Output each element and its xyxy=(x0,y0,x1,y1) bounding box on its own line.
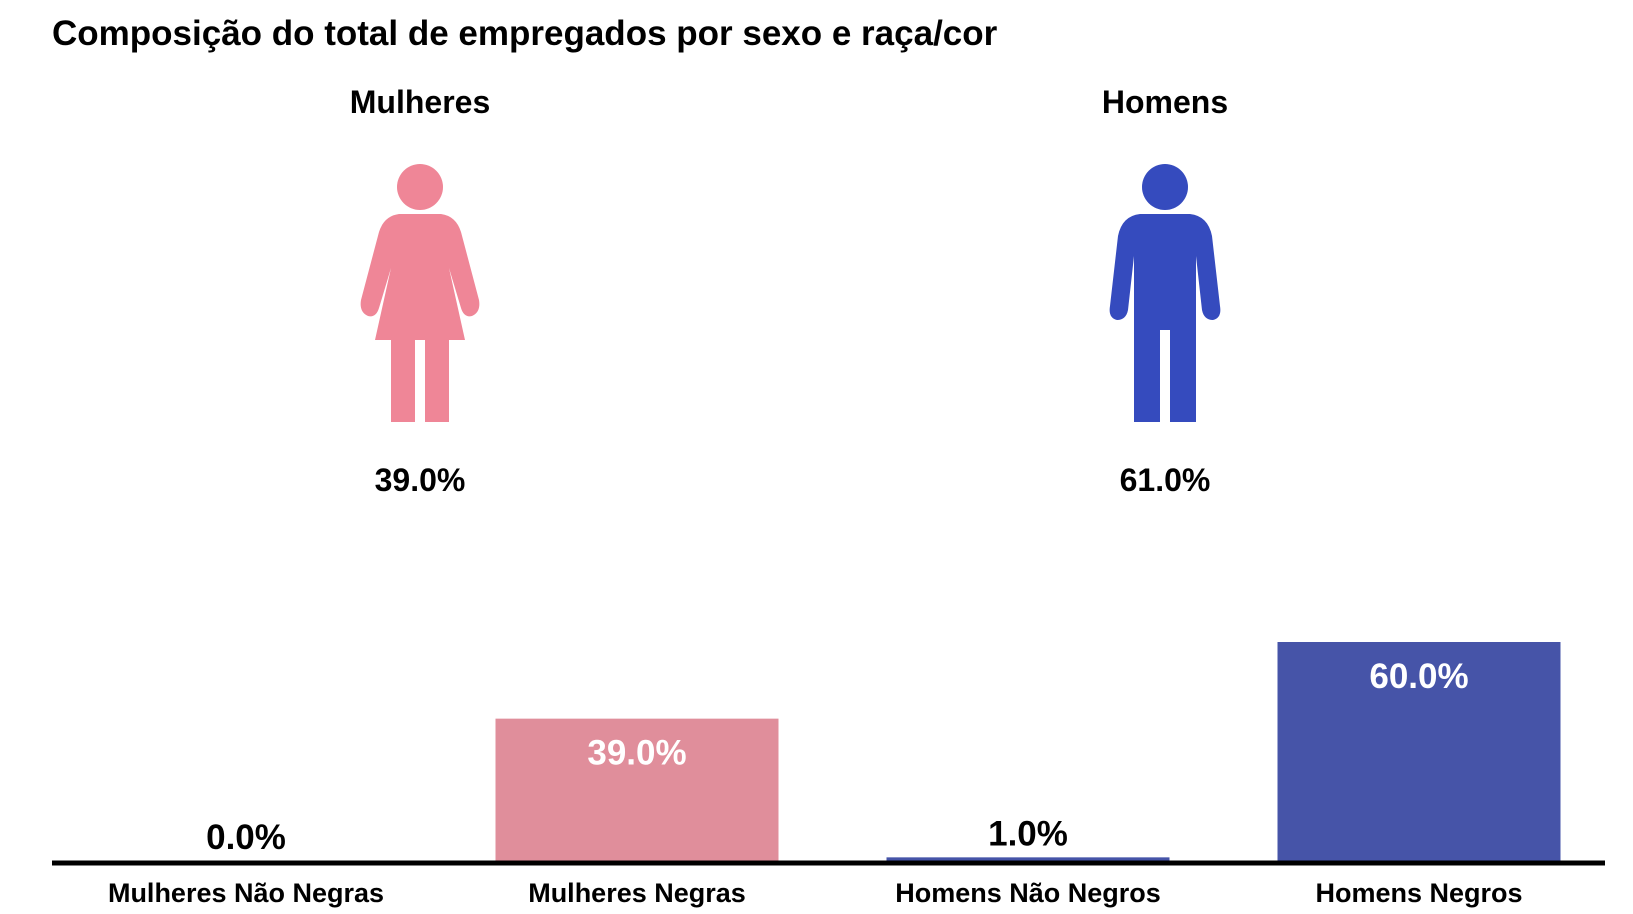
bar-2 xyxy=(495,718,779,861)
category-label-2: Mulheres Negras xyxy=(528,878,746,908)
bar-value-label-3: 1.0% xyxy=(988,814,1068,853)
women-group: Mulheres 39.0% xyxy=(220,80,620,499)
bar-value-label-2: 39.0% xyxy=(587,734,686,773)
women-label: Mulheres xyxy=(349,84,491,120)
men-label: Homens xyxy=(1101,84,1229,120)
men-group: Homens 61.0% xyxy=(965,80,1365,499)
bar-4 xyxy=(1277,642,1561,861)
chart-title: Composição do total de empregados por se… xyxy=(52,14,998,53)
bar-value-label-1: 0.0% xyxy=(206,818,286,857)
man-icon xyxy=(1109,164,1221,422)
men-percent: 61.0% xyxy=(1119,462,1211,498)
bar-value-label-4: 60.0% xyxy=(1369,657,1468,696)
category-label-4: Homens Negros xyxy=(1315,878,1522,908)
category-label-1: Mulheres Não Negras xyxy=(108,878,384,908)
woman-icon xyxy=(360,164,480,422)
category-label-3: Homens Não Negros xyxy=(895,878,1161,908)
bar-3 xyxy=(886,857,1170,861)
women-percent: 39.0% xyxy=(374,462,466,498)
